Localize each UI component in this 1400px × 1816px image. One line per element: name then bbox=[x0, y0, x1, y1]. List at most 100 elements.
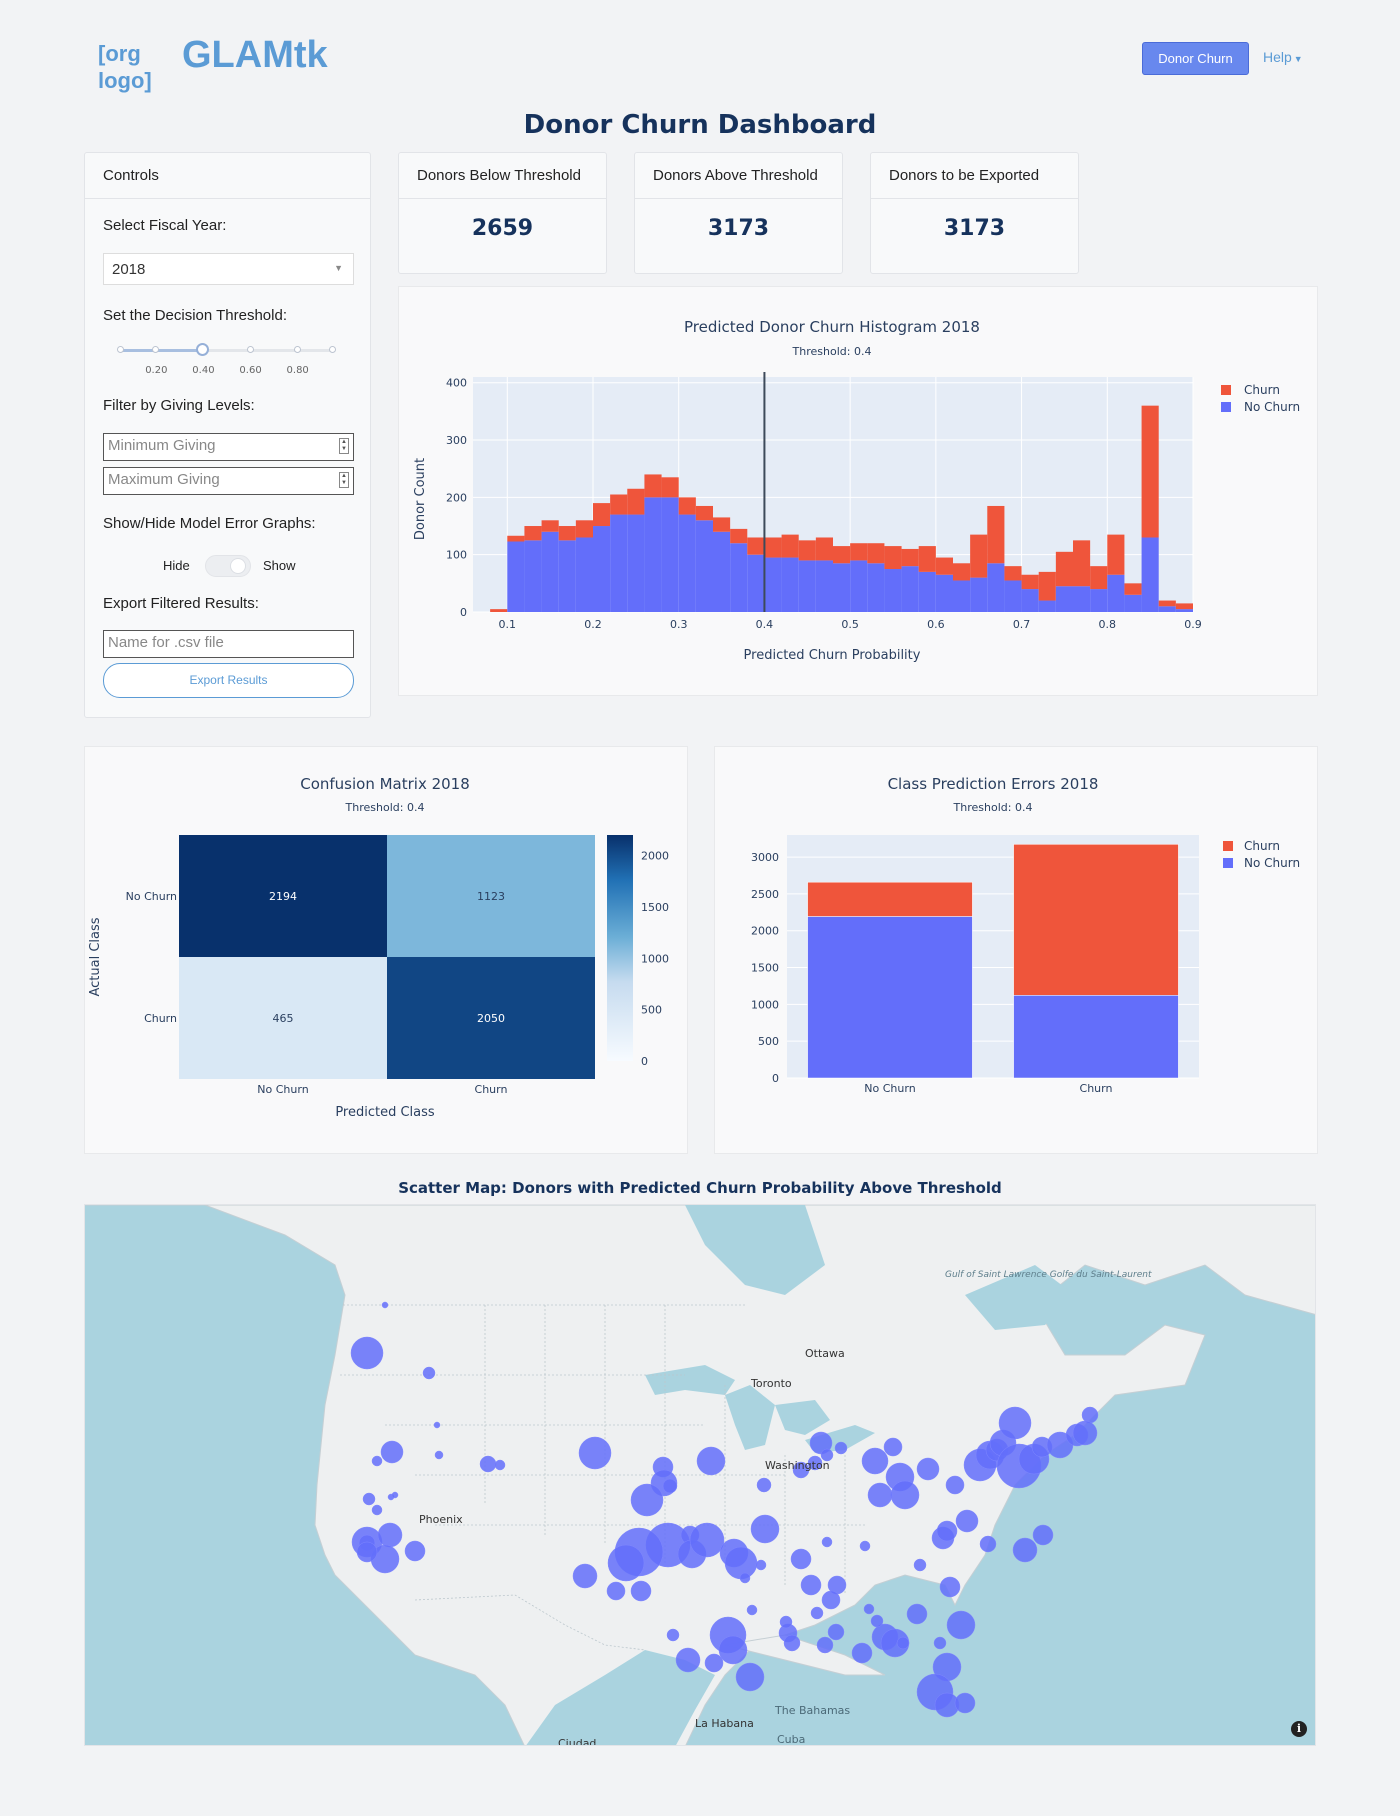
donor-marker[interactable] bbox=[724, 1546, 758, 1580]
donor-marker[interactable] bbox=[792, 1461, 810, 1479]
export-results-button[interactable]: Export Results bbox=[103, 663, 354, 698]
histogram-bar-churn[interactable] bbox=[1038, 571, 1056, 601]
histogram-bar-no-churn[interactable] bbox=[1124, 594, 1142, 612]
donor-marker[interactable] bbox=[851, 1642, 873, 1664]
histogram-bar-no-churn[interactable] bbox=[833, 563, 851, 612]
histogram-bar-churn[interactable] bbox=[558, 526, 576, 541]
histogram-bar-no-churn[interactable] bbox=[678, 514, 696, 612]
histogram-bar-no-churn[interactable] bbox=[730, 543, 748, 612]
histogram-bar-no-churn[interactable] bbox=[1090, 589, 1108, 612]
legend-label-no-churn[interactable]: No Churn bbox=[1244, 856, 1300, 870]
donor-marker[interactable] bbox=[834, 1441, 848, 1455]
histogram-bar-no-churn[interactable] bbox=[575, 537, 593, 612]
donor-marker[interactable] bbox=[870, 1614, 884, 1628]
histogram-bar-churn[interactable] bbox=[678, 497, 696, 515]
donor-marker[interactable] bbox=[933, 1636, 947, 1650]
matrix-cell[interactable] bbox=[387, 835, 595, 957]
histogram-bar-no-churn[interactable] bbox=[524, 540, 542, 612]
stepper-icon[interactable]: ▲ ▼ bbox=[339, 472, 349, 488]
donor-marker[interactable] bbox=[913, 1558, 927, 1572]
donor-marker[interactable] bbox=[820, 1448, 834, 1462]
histogram-bar-churn[interactable] bbox=[1004, 566, 1022, 581]
histogram-bar-no-churn[interactable] bbox=[1158, 606, 1176, 612]
histogram-bar-no-churn[interactable] bbox=[1141, 537, 1159, 612]
donor-marker[interactable] bbox=[790, 1548, 812, 1570]
donor-marker[interactable] bbox=[810, 1606, 824, 1620]
confusion-matrix-chart[interactable]: Confusion Matrix 2018 Threshold: 0.4 219… bbox=[85, 747, 689, 1155]
export-filename-input[interactable]: Name for .csv file bbox=[103, 630, 354, 658]
donor-marker[interactable] bbox=[630, 1580, 652, 1602]
donor-marker[interactable] bbox=[371, 1504, 383, 1516]
histogram-bar-no-churn[interactable] bbox=[1004, 580, 1022, 612]
brand-name[interactable]: GLAMtk bbox=[182, 34, 328, 76]
histogram-bar-no-churn[interactable] bbox=[764, 557, 782, 612]
toggle-switch[interactable] bbox=[205, 555, 251, 577]
map-canvas[interactable]: Ottawa Toronto Washington Phoenix La Hab… bbox=[85, 1205, 1316, 1746]
donor-marker[interactable] bbox=[945, 1475, 965, 1495]
histogram-bar-no-churn[interactable] bbox=[935, 574, 953, 612]
donor-marker[interactable] bbox=[1012, 1537, 1038, 1563]
matrix-cell[interactable] bbox=[179, 835, 387, 957]
donor-marker[interactable] bbox=[859, 1540, 871, 1552]
histogram-bar-no-churn[interactable] bbox=[901, 566, 919, 612]
error-bar-churn[interactable] bbox=[1013, 844, 1179, 996]
info-icon[interactable]: i bbox=[1291, 1721, 1307, 1737]
donor-marker[interactable] bbox=[479, 1455, 497, 1473]
donor-marker[interactable] bbox=[867, 1482, 893, 1508]
histogram-bar-no-churn[interactable] bbox=[541, 531, 559, 612]
matrix-cell[interactable] bbox=[179, 957, 387, 1079]
histogram-chart[interactable]: Predicted Donor Churn Histogram 2018 Thr… bbox=[399, 287, 1319, 697]
histogram-bar-churn[interactable] bbox=[1021, 574, 1039, 590]
histogram-bar-churn[interactable] bbox=[1107, 534, 1125, 575]
donor-marker[interactable] bbox=[739, 1572, 751, 1584]
maximum-giving-input[interactable]: Maximum Giving ▲ ▼ bbox=[103, 467, 354, 495]
slider-track[interactable] bbox=[121, 349, 333, 352]
donor-marker[interactable] bbox=[896, 1636, 910, 1650]
donor-marker[interactable] bbox=[422, 1366, 436, 1380]
donor-marker[interactable] bbox=[391, 1491, 399, 1499]
histogram-bar-no-churn[interactable] bbox=[558, 540, 576, 612]
histogram-bar-churn[interactable] bbox=[884, 546, 902, 570]
class-errors-chart[interactable]: Class Prediction Errors 2018 Threshold: … bbox=[715, 747, 1319, 1155]
histogram-bar-churn[interactable] bbox=[593, 503, 611, 527]
slider-mark[interactable] bbox=[246, 346, 254, 353]
legend-label-no-churn[interactable]: No Churn bbox=[1244, 400, 1300, 414]
donor-marker[interactable] bbox=[689, 1522, 725, 1558]
donor-marker[interactable] bbox=[906, 1603, 928, 1625]
donor-marker[interactable] bbox=[998, 1406, 1032, 1440]
histogram-bar-no-churn[interactable] bbox=[747, 554, 765, 612]
histogram-bar-churn[interactable] bbox=[970, 534, 988, 578]
histogram-bar-churn[interactable] bbox=[1055, 551, 1073, 587]
donor-marker[interactable] bbox=[606, 1581, 626, 1601]
histogram-bar-no-churn[interactable] bbox=[884, 569, 902, 612]
histogram-bar-churn[interactable] bbox=[661, 477, 679, 498]
histogram-bar-no-churn[interactable] bbox=[987, 563, 1005, 612]
slider-mark[interactable] bbox=[329, 346, 336, 353]
histogram-bar-churn[interactable] bbox=[610, 494, 628, 515]
donor-marker[interactable] bbox=[380, 1440, 404, 1464]
fiscal-year-select[interactable]: 2018 ▼ bbox=[103, 253, 354, 285]
histogram-bar-churn[interactable] bbox=[747, 537, 765, 555]
histogram-bar-churn[interactable] bbox=[918, 546, 936, 572]
error-bar-no-churn[interactable] bbox=[1013, 995, 1179, 1079]
histogram-bar-no-churn[interactable] bbox=[970, 577, 988, 612]
toggle-knob[interactable] bbox=[230, 558, 246, 574]
legend[interactable]: Churn No Churn bbox=[1221, 383, 1300, 414]
histogram-bar-no-churn[interactable] bbox=[953, 580, 971, 612]
help-menu[interactable]: Help ▼ bbox=[1263, 49, 1303, 65]
donor-marker[interactable] bbox=[494, 1459, 506, 1471]
histogram-bar-no-churn[interactable] bbox=[1055, 586, 1073, 612]
donor-marker[interactable] bbox=[863, 1603, 875, 1615]
donor-marker[interactable] bbox=[821, 1536, 833, 1548]
donor-marker[interactable] bbox=[1072, 1420, 1098, 1446]
histogram-bar-no-churn[interactable] bbox=[781, 557, 799, 612]
histogram-bar-churn[interactable] bbox=[524, 526, 542, 541]
histogram-bar-churn[interactable] bbox=[644, 474, 662, 498]
histogram-bar-churn[interactable] bbox=[987, 505, 1005, 564]
donor-marker[interactable] bbox=[350, 1336, 384, 1370]
donor-marker[interactable] bbox=[377, 1522, 403, 1548]
histogram-bar-churn[interactable] bbox=[764, 537, 782, 558]
donor-marker[interactable] bbox=[662, 1478, 678, 1494]
histogram-bar-no-churn[interactable] bbox=[1073, 586, 1091, 612]
histogram-bar-churn[interactable] bbox=[1158, 600, 1176, 607]
